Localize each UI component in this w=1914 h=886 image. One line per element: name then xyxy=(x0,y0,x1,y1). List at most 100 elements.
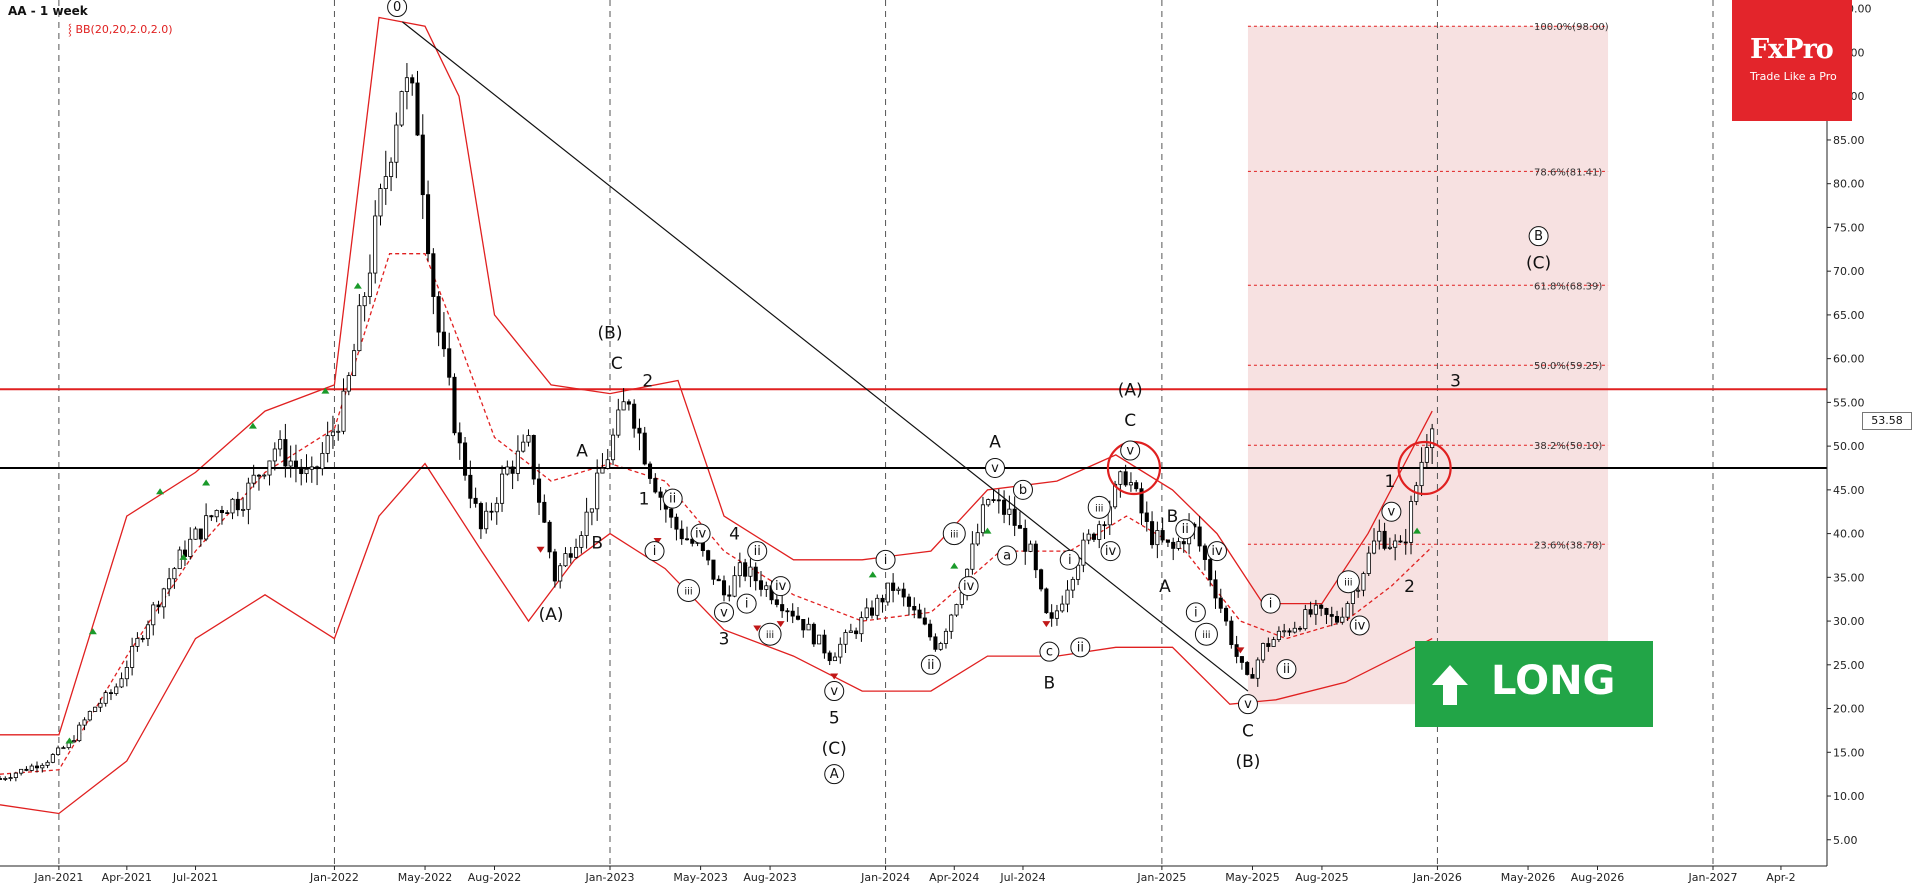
candle xyxy=(1387,546,1392,549)
wave-label-circle xyxy=(1276,659,1297,680)
wave-label: iv xyxy=(775,579,787,594)
wave-label: ii xyxy=(1077,640,1084,655)
up-marker xyxy=(248,422,257,429)
down-marker xyxy=(753,625,762,632)
candle xyxy=(912,605,917,611)
candle xyxy=(526,435,531,443)
x-tick-label: Aug-2022 xyxy=(468,871,521,884)
candle xyxy=(1266,643,1271,647)
candle xyxy=(891,582,896,591)
candle xyxy=(706,550,711,561)
candle xyxy=(494,502,499,513)
down-marker xyxy=(653,537,662,544)
wave-label-circle xyxy=(1039,641,1060,662)
candle xyxy=(0,778,3,780)
wave-label: i xyxy=(1068,553,1072,568)
brand-tagline: Trade Like a Pro xyxy=(1750,70,1837,83)
candle xyxy=(1313,604,1318,615)
wave-label: (A) xyxy=(539,605,564,625)
candle xyxy=(272,448,277,462)
candle xyxy=(896,588,901,591)
candle xyxy=(684,538,690,541)
candle xyxy=(452,376,457,434)
candle xyxy=(357,305,362,352)
wave-label-circle xyxy=(690,523,711,544)
candle xyxy=(145,624,151,640)
candle xyxy=(1239,656,1244,663)
x-tick-label: May-2025 xyxy=(1225,871,1280,884)
candle xyxy=(188,538,193,557)
wave-label: 2 xyxy=(1404,577,1415,597)
candle xyxy=(341,390,346,432)
candle xyxy=(737,562,742,577)
candle xyxy=(806,623,811,631)
wave-label: A xyxy=(830,767,839,782)
up-marker xyxy=(202,479,211,486)
candle xyxy=(827,652,832,662)
candle xyxy=(1282,630,1287,633)
candle xyxy=(854,630,859,635)
wave-label-circle xyxy=(1237,694,1258,715)
candle xyxy=(906,596,912,607)
candle xyxy=(219,510,224,514)
wave-label: iv xyxy=(1105,544,1117,559)
candle xyxy=(1155,530,1160,546)
candle xyxy=(241,508,246,511)
candle xyxy=(193,528,198,540)
candle xyxy=(204,515,209,540)
wave-label-circle xyxy=(644,541,665,562)
candle xyxy=(1303,609,1308,630)
candle xyxy=(1271,639,1276,647)
candle xyxy=(251,474,256,484)
candle xyxy=(1128,482,1133,486)
wave-label-circle xyxy=(736,593,757,614)
candle xyxy=(24,768,29,771)
candle xyxy=(901,588,906,598)
candle xyxy=(621,401,626,411)
candle xyxy=(267,460,272,476)
wave-label-circle xyxy=(1185,602,1206,623)
candle xyxy=(61,747,66,750)
candle xyxy=(1329,614,1334,617)
wave-label-circle xyxy=(1349,615,1370,636)
candle xyxy=(330,431,335,437)
candle xyxy=(209,515,214,518)
y-tick-label: 80.00 xyxy=(1833,178,1865,191)
candle xyxy=(383,176,388,189)
up-marker xyxy=(1413,527,1422,534)
candle xyxy=(658,491,663,498)
candle xyxy=(573,546,579,558)
candle xyxy=(293,460,298,468)
wave-label-circle xyxy=(387,0,408,17)
candle xyxy=(367,272,372,297)
candle xyxy=(1118,471,1123,485)
wave-label: C xyxy=(1124,411,1136,431)
wave-label: 2 xyxy=(642,372,653,392)
candle xyxy=(790,610,795,617)
candle xyxy=(690,538,695,544)
wave-label: B xyxy=(1167,507,1179,527)
wave-label: (B) xyxy=(598,323,623,343)
candle xyxy=(1102,524,1107,527)
x-tick-label: Jan-2021 xyxy=(33,871,83,884)
candle xyxy=(1319,604,1324,609)
candle xyxy=(1350,590,1355,604)
candle xyxy=(500,473,505,504)
x-tick-label: May-2023 xyxy=(673,871,728,884)
candle xyxy=(167,578,172,590)
y-tick-label: 20.00 xyxy=(1833,703,1865,716)
candle xyxy=(537,478,542,503)
candle xyxy=(389,161,394,177)
candle xyxy=(1028,543,1033,552)
wave-label: ii xyxy=(669,492,676,507)
wave-label: 1 xyxy=(1384,472,1395,492)
candle xyxy=(943,630,949,644)
wave-label: iv xyxy=(963,579,975,594)
candle xyxy=(1160,530,1165,541)
candle xyxy=(505,466,510,475)
candle xyxy=(336,430,341,433)
indicator-icon: ⸾ xyxy=(68,23,76,36)
wave-label: iv xyxy=(1211,544,1223,559)
candle xyxy=(87,711,92,721)
